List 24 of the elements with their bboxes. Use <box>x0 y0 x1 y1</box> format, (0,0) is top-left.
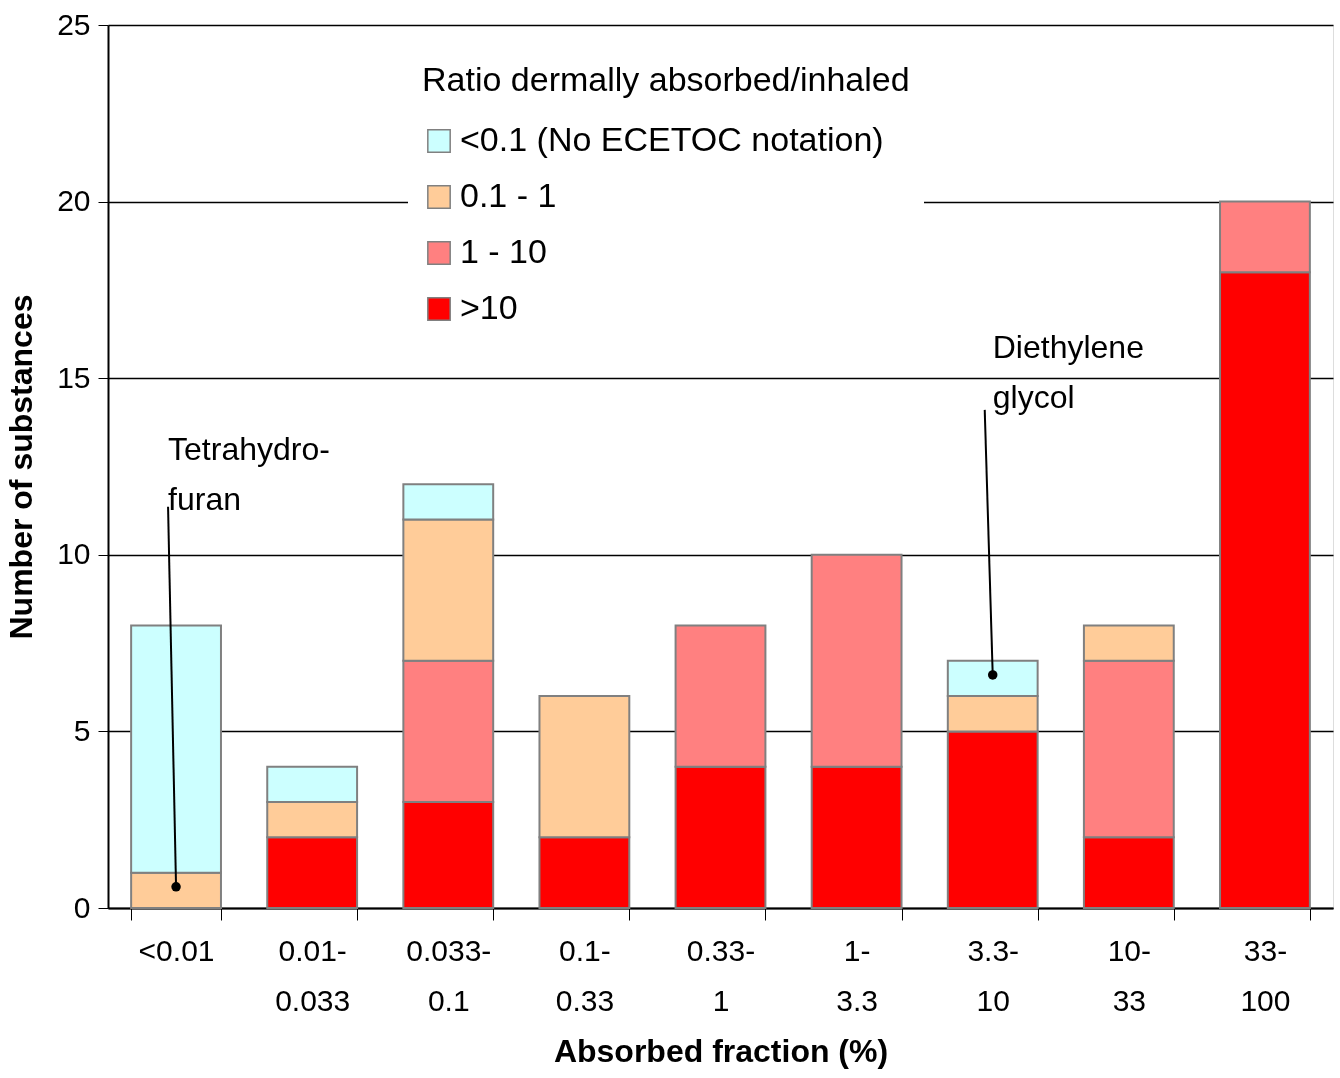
annotation: Diethylene glycol <box>992 328 1144 415</box>
legend-title: Ratio dermally absorbed/inhaled <box>422 60 910 98</box>
x-tick-label: 0.1- 0.33 <box>555 933 615 1017</box>
y-tick-label: 10 <box>57 537 91 571</box>
legend-label: 0.1 - 1 <box>460 176 557 214</box>
legend-label: >10 <box>460 288 518 326</box>
x-tick-label: 3.3- 10 <box>967 933 1020 1017</box>
y-tick-label: 15 <box>57 360 91 394</box>
x-tick-label: 0.33- 1 <box>686 933 756 1017</box>
y-tick-label: 5 <box>73 713 91 747</box>
annotation: Tetrahydro- furan <box>168 430 330 517</box>
y-tick-label: 25 <box>57 7 91 41</box>
x-axis-title: Absorbed fraction (%) <box>553 1032 889 1069</box>
x-tick-label: 33- 100 <box>1240 933 1291 1017</box>
x-tick-label: 0.033- 0.1 <box>406 933 492 1017</box>
legend-label: <0.1 (No ECETOC notation) <box>460 120 884 158</box>
x-tick-label: 0.01- 0.033 <box>275 933 351 1017</box>
x-tick-label: <0.01 <box>138 933 215 967</box>
legend-label: 1 - 10 <box>460 232 547 270</box>
y-tick-label: 20 <box>57 184 91 218</box>
x-tick-label: 1- 3.3 <box>836 933 878 1017</box>
y-axis-title: Number of substances <box>3 294 40 640</box>
y-tick-label: 0 <box>73 890 91 924</box>
x-tick-label: 10- 33 <box>1107 933 1152 1017</box>
